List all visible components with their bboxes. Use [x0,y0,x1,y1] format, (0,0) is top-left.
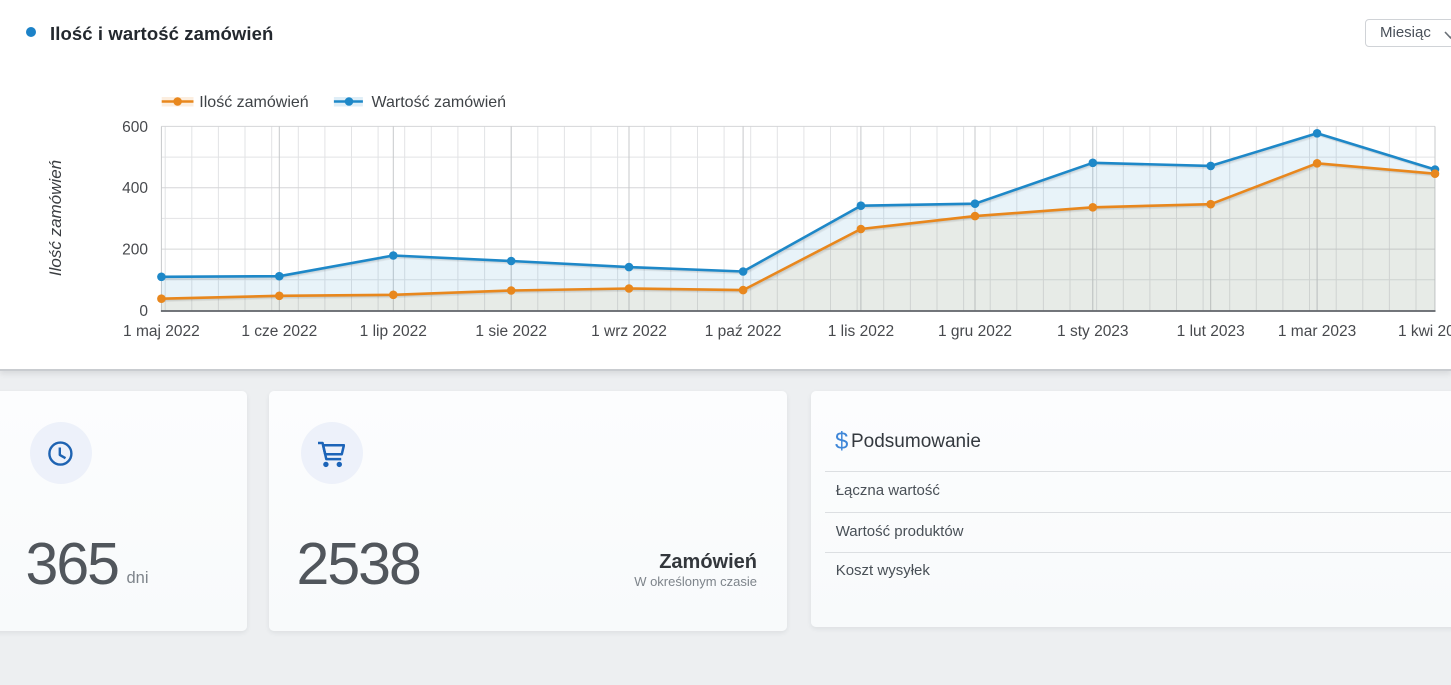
svg-text:1 kwi 2023: 1 kwi 2023 [1398,323,1451,340]
svg-text:1 lis 2022: 1 lis 2022 [828,323,894,340]
svg-text:200: 200 [122,242,148,259]
svg-text:Wartość zamówień: Wartość zamówień [372,94,507,111]
svg-text:0: 0 [139,303,148,320]
svg-text:1 wrz 2022: 1 wrz 2022 [591,323,667,340]
svg-text:1 maj 2022: 1 maj 2022 [123,323,200,340]
svg-text:1 gru 2022: 1 gru 2022 [938,323,1012,340]
svg-text:1 lip 2022: 1 lip 2022 [360,323,427,340]
svg-text:400: 400 [122,180,148,197]
svg-text:Ilość zamówień: Ilość zamówień [199,94,308,111]
svg-text:1 sie 2022: 1 sie 2022 [475,323,547,340]
svg-text:1 cze 2022: 1 cze 2022 [241,323,317,340]
svg-text:600: 600 [122,119,148,136]
svg-text:1 lut 2023: 1 lut 2023 [1177,323,1245,340]
svg-text:1 sty 2023: 1 sty 2023 [1057,323,1129,340]
svg-text:Ilość zamówień: Ilość zamówień [46,160,65,276]
svg-text:1 paź 2022: 1 paź 2022 [705,323,782,340]
svg-text:1 mar 2023: 1 mar 2023 [1278,323,1356,340]
